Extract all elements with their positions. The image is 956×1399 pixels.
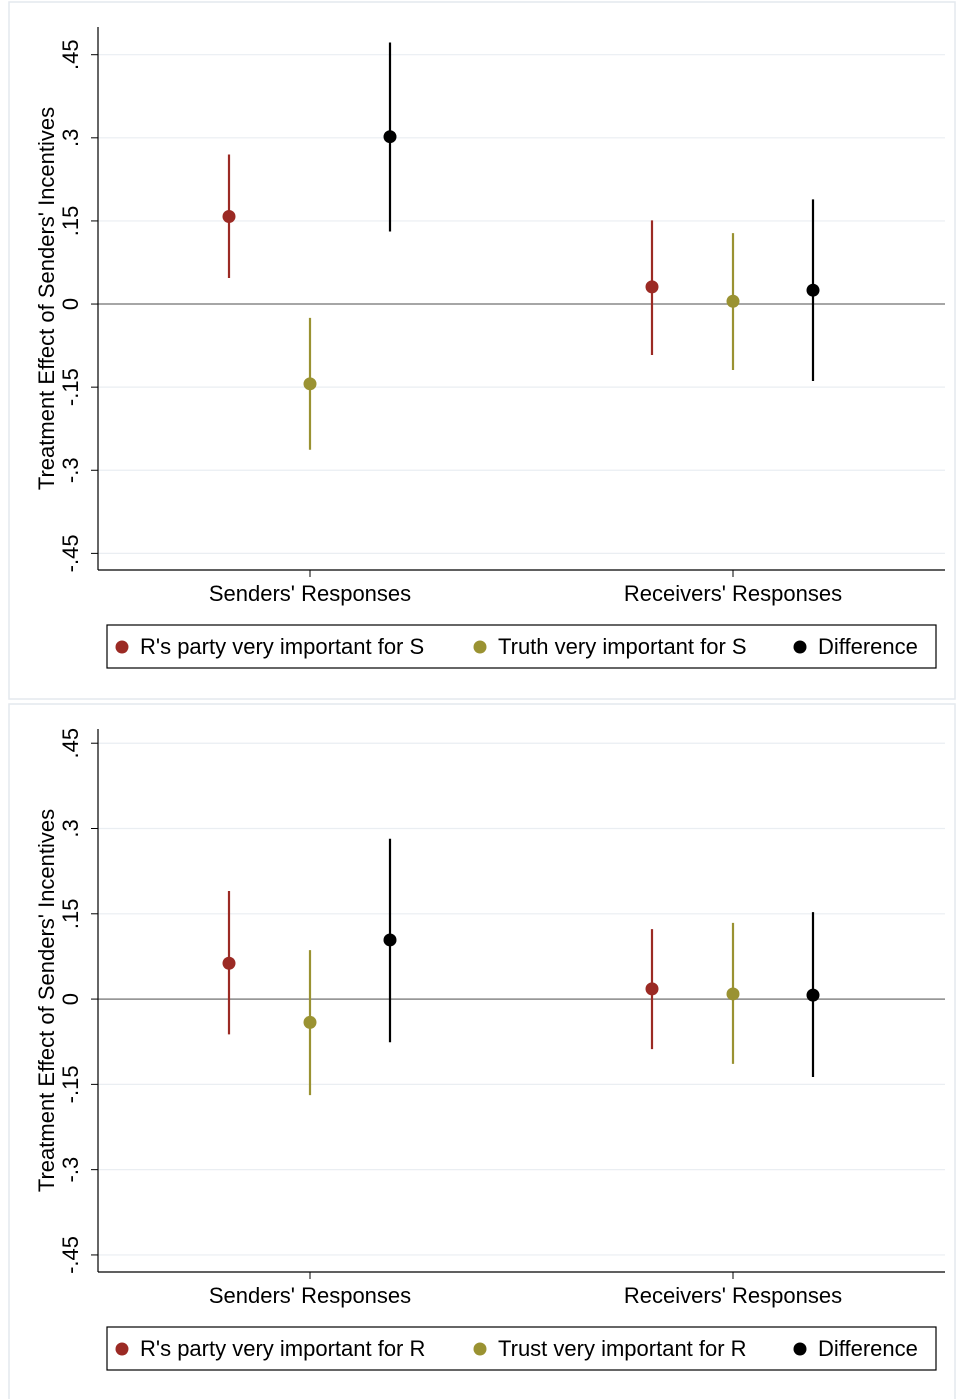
point [383, 933, 397, 947]
y-tick-label: -.3 [58, 457, 83, 483]
y-tick-label: 0 [58, 298, 83, 310]
legend-marker [793, 640, 807, 654]
x-tick-label: Receivers' Responses [624, 1283, 842, 1308]
point [726, 987, 740, 1001]
point [303, 1015, 317, 1029]
point [645, 280, 659, 294]
legend-label: R's party very important for R [140, 1336, 425, 1361]
panel-frame [8, 703, 956, 1399]
point [726, 294, 740, 308]
y-tick-label: .3 [58, 129, 83, 147]
legend-label: Truth very important for S [498, 634, 747, 659]
legend-marker [115, 640, 129, 654]
y-axis-label: Treatment Effect of Senders' Incentives [34, 107, 59, 490]
y-tick-label: .3 [58, 819, 83, 837]
legend-marker [115, 1342, 129, 1356]
point [222, 209, 236, 223]
y-tick-label: -.45 [58, 534, 83, 572]
point [222, 956, 236, 970]
legend-marker [793, 1342, 807, 1356]
y-tick-label: .15 [58, 898, 83, 929]
y-tick-label: -.45 [58, 1236, 83, 1274]
panel-frame [8, 1, 956, 700]
y-tick-label: .45 [58, 39, 83, 70]
y-tick-label: -.15 [58, 368, 83, 406]
legend-label: Difference [818, 1336, 918, 1361]
y-tick-label: -.15 [58, 1065, 83, 1103]
point [303, 377, 317, 391]
y-tick-label: -.3 [58, 1157, 83, 1183]
point [645, 982, 659, 996]
x-tick-label: Senders' Responses [209, 581, 411, 606]
point [806, 283, 820, 297]
legend-box [106, 624, 937, 669]
y-tick-label: 0 [58, 993, 83, 1005]
point [383, 130, 397, 144]
legend-label: R's party very important for S [140, 634, 424, 659]
point [806, 988, 820, 1002]
legend-marker [473, 1342, 487, 1356]
y-tick-label: .15 [58, 206, 83, 237]
x-tick-label: Senders' Responses [209, 1283, 411, 1308]
y-tick-label: .45 [58, 728, 83, 759]
legend-marker [473, 640, 487, 654]
x-tick-label: Receivers' Responses [624, 581, 842, 606]
y-axis-label: Treatment Effect of Senders' Incentives [34, 809, 59, 1192]
legend-label: Difference [818, 634, 918, 659]
legend-label: Trust very important for R [498, 1336, 747, 1361]
